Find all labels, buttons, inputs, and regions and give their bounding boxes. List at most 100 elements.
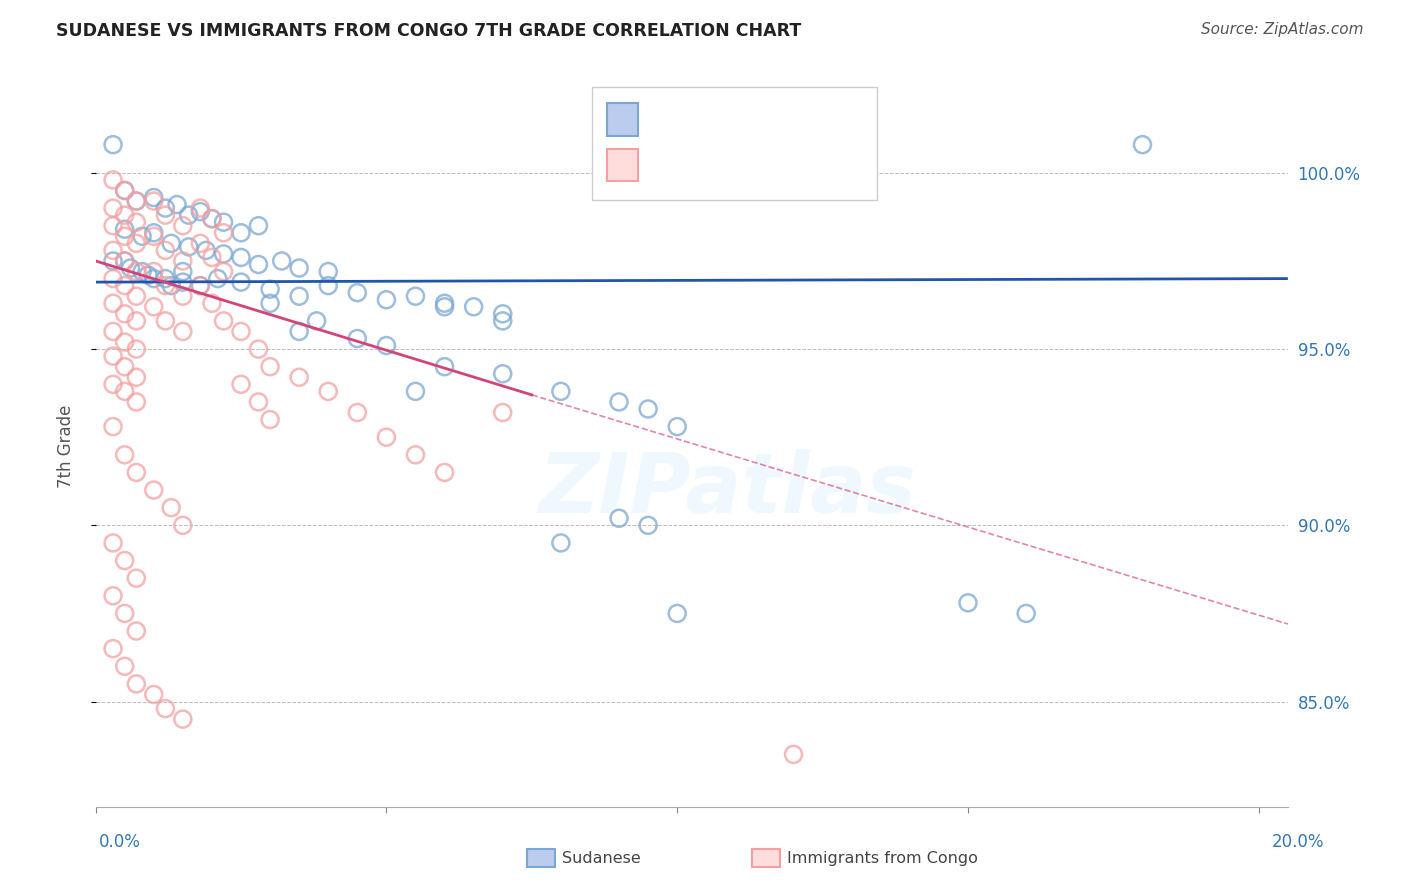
- Point: [316, 264, 339, 278]
- Point: [101, 244, 124, 258]
- Point: [101, 589, 124, 603]
- Point: [142, 226, 165, 240]
- Point: [607, 395, 630, 409]
- Point: [346, 405, 368, 419]
- Point: [155, 244, 177, 258]
- Point: [114, 553, 136, 567]
- Point: [172, 275, 194, 289]
- Point: [101, 173, 124, 187]
- Point: [101, 377, 124, 392]
- Point: [114, 448, 136, 462]
- Point: [125, 677, 148, 691]
- Point: [463, 300, 485, 314]
- Point: [114, 334, 136, 349]
- Point: [607, 511, 630, 525]
- Text: SUDANESE VS IMMIGRANTS FROM CONGO 7TH GRADE CORRELATION CHART: SUDANESE VS IMMIGRANTS FROM CONGO 7TH GR…: [56, 22, 801, 40]
- Point: [125, 624, 148, 638]
- Point: [212, 264, 235, 278]
- Text: Immigrants from Congo: Immigrants from Congo: [787, 851, 979, 865]
- Point: [637, 402, 659, 417]
- Point: [172, 712, 194, 726]
- Point: [125, 215, 148, 229]
- Point: [212, 314, 235, 328]
- Point: [172, 254, 194, 268]
- Point: [201, 296, 224, 310]
- Point: [288, 325, 311, 339]
- Point: [229, 275, 252, 289]
- Point: [125, 194, 148, 208]
- Text: Source: ZipAtlas.com: Source: ZipAtlas.com: [1201, 22, 1364, 37]
- Point: [155, 278, 177, 293]
- Y-axis label: 7th Grade: 7th Grade: [56, 404, 75, 488]
- Point: [114, 208, 136, 222]
- Point: [346, 331, 368, 345]
- Point: [316, 278, 339, 293]
- Point: [125, 466, 148, 480]
- Point: [172, 325, 194, 339]
- Point: [114, 222, 136, 236]
- Point: [492, 405, 515, 419]
- Point: [142, 688, 165, 702]
- Point: [316, 384, 339, 399]
- Point: [114, 384, 136, 399]
- Point: [114, 278, 136, 293]
- Text: 20.0%: 20.0%: [1272, 833, 1324, 851]
- Point: [114, 229, 136, 244]
- Point: [101, 271, 124, 285]
- Point: [114, 307, 136, 321]
- Point: [229, 325, 252, 339]
- Point: [172, 219, 194, 233]
- Point: [101, 296, 124, 310]
- Point: [492, 314, 515, 328]
- Point: [172, 264, 194, 278]
- Point: [114, 659, 136, 673]
- Point: [131, 264, 153, 278]
- Point: [114, 607, 136, 621]
- Point: [172, 518, 194, 533]
- Point: [101, 201, 124, 215]
- Point: [114, 254, 136, 268]
- Point: [142, 483, 165, 497]
- Point: [229, 226, 252, 240]
- Point: [637, 518, 659, 533]
- Text: 0.0%: 0.0%: [98, 833, 141, 851]
- Text: N = 80: N = 80: [773, 154, 839, 172]
- Point: [101, 254, 124, 268]
- Point: [1015, 607, 1038, 621]
- Point: [259, 359, 281, 374]
- Point: [160, 236, 183, 251]
- Text: R = -0.154: R = -0.154: [650, 154, 744, 172]
- Point: [142, 190, 165, 204]
- Point: [492, 367, 515, 381]
- Point: [155, 701, 177, 715]
- Point: [155, 271, 177, 285]
- Point: [212, 226, 235, 240]
- Point: [405, 448, 427, 462]
- Point: [155, 314, 177, 328]
- Point: [101, 536, 124, 550]
- Point: [188, 278, 211, 293]
- Point: [305, 314, 328, 328]
- Text: R = 0.005: R = 0.005: [650, 109, 737, 127]
- Point: [172, 289, 194, 303]
- Point: [229, 377, 252, 392]
- Point: [142, 264, 165, 278]
- Text: N = 67: N = 67: [773, 109, 838, 127]
- Point: [114, 184, 136, 198]
- Point: [142, 194, 165, 208]
- Point: [259, 296, 281, 310]
- Point: [101, 641, 124, 656]
- Point: [160, 278, 183, 293]
- Point: [375, 430, 398, 444]
- Point: [405, 384, 427, 399]
- Point: [177, 208, 200, 222]
- Point: [125, 370, 148, 384]
- Point: [288, 289, 311, 303]
- Point: [114, 184, 136, 198]
- Point: [270, 254, 292, 268]
- Point: [433, 466, 456, 480]
- Point: [433, 296, 456, 310]
- Point: [1132, 137, 1154, 152]
- Point: [101, 349, 124, 363]
- Point: [247, 258, 270, 272]
